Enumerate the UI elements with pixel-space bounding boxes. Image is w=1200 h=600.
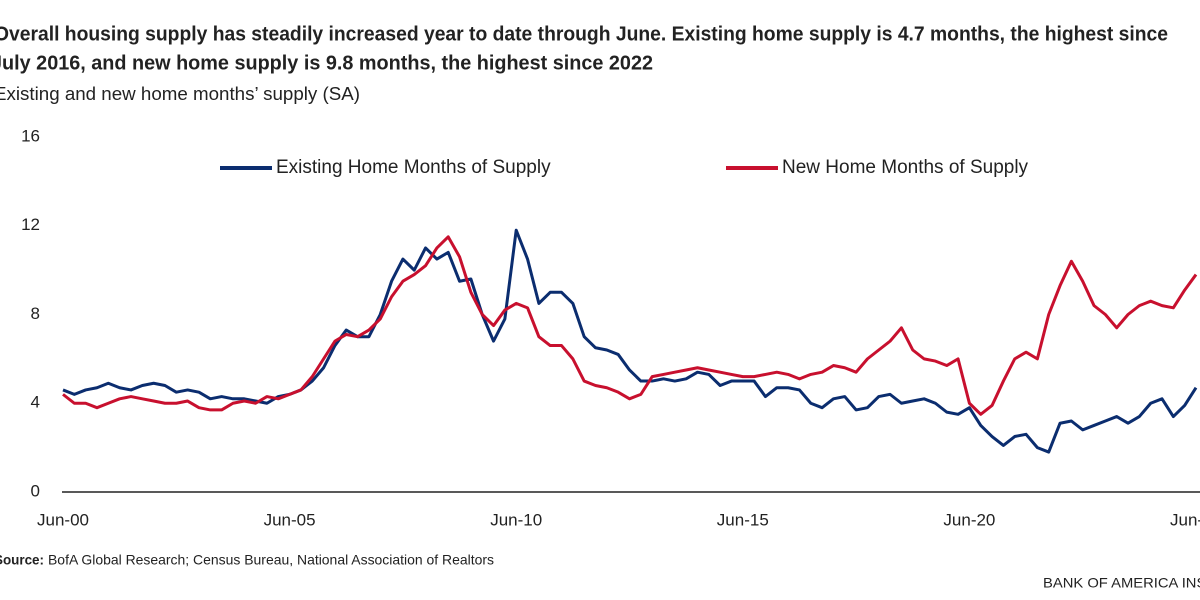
legend-label: New Home Months of Supply	[782, 157, 1029, 178]
y-tick-label: 4	[31, 393, 40, 412]
x-tick-label: Jun-20	[943, 510, 995, 529]
x-tick-label: Jun-00	[37, 510, 89, 529]
x-tick-label: Jun-10	[490, 510, 542, 529]
source-label: Source:	[0, 552, 44, 568]
chart-title: July 2016, and new home supply is 9.8 mo…	[0, 52, 653, 74]
y-tick-label: 0	[31, 481, 40, 500]
x-tick-label: Jun-15	[717, 510, 769, 529]
x-tick-label: Jun-05	[264, 510, 316, 529]
x-tick-label: Jun-25	[1170, 510, 1200, 529]
source-text: BofA Global Research; Census Bureau, Nat…	[48, 552, 494, 568]
chart-subtitle: Existing and new home months’ supply (SA…	[0, 84, 360, 104]
brand: BANK OF AMERICA INSTITUTE	[1043, 575, 1200, 591]
chart-title: Overall housing supply has steadily incr…	[0, 23, 1168, 45]
data-line	[62, 228, 1198, 454]
legend-label: Existing Home Months of Supply	[276, 157, 551, 178]
y-tick-label: 16	[21, 126, 40, 145]
y-tick-label: 8	[31, 304, 40, 323]
y-tick-label: 12	[21, 215, 40, 234]
data-line	[62, 235, 1198, 416]
